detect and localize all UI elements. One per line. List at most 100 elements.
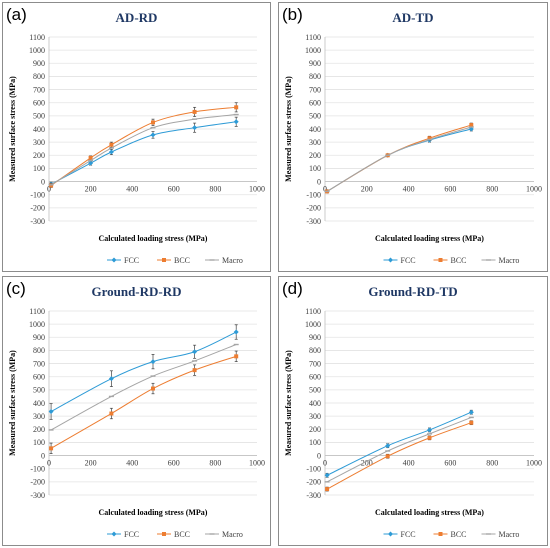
y-tick-label: 600 bbox=[309, 373, 321, 382]
y-tick-label: 0 bbox=[317, 177, 321, 186]
x-tick-label: 800 bbox=[486, 185, 498, 194]
y-tick-label: 800 bbox=[309, 72, 321, 81]
y-tick-label: 900 bbox=[33, 59, 45, 68]
legend-label-BCC: BCC bbox=[174, 256, 190, 265]
y-tick-label: -200 bbox=[306, 478, 321, 487]
legend-label-FCC: FCC bbox=[124, 530, 139, 539]
data-point-BCC bbox=[88, 155, 93, 160]
chart-title: Ground-RD-RD bbox=[91, 284, 182, 299]
y-tick-label: 1000 bbox=[305, 46, 321, 55]
y-tick-label: 900 bbox=[33, 333, 45, 342]
y-tick-label: 400 bbox=[33, 399, 45, 408]
y-tick-label: 500 bbox=[309, 386, 321, 395]
data-point-FCC bbox=[111, 531, 117, 537]
x-tick-label: 800 bbox=[209, 185, 221, 194]
chart-svg-b: -300-200-1000100200300400500600700800900… bbox=[284, 33, 542, 265]
x-tick-label: 0 bbox=[323, 459, 327, 468]
legend-label-FCC: FCC bbox=[401, 530, 416, 539]
x-axis-label: Calculated loading stress (MPa) bbox=[375, 508, 484, 517]
y-tick-label: 300 bbox=[33, 412, 45, 421]
data-point-BCC bbox=[234, 354, 239, 359]
data-point-BCC bbox=[325, 487, 330, 492]
data-point-BCC bbox=[438, 532, 443, 536]
data-point-BCC bbox=[427, 136, 432, 141]
x-tick-label: 1000 bbox=[249, 459, 265, 468]
chart-panel-a: -300 -200 -100 0 100 200 300 400 500 600 700 800 900… bbox=[2, 2, 271, 272]
x-tick-label: 600 bbox=[168, 185, 180, 194]
panel-label: (b) bbox=[282, 5, 303, 24]
y-tick-label: 500 bbox=[33, 386, 45, 395]
y-tick-label: 1100 bbox=[305, 33, 321, 42]
legend-label-BCC: BCC bbox=[174, 530, 190, 539]
y-tick-label: 300 bbox=[309, 412, 321, 421]
x-tick-label: 400 bbox=[126, 185, 138, 194]
y-tick-label: 1100 bbox=[29, 33, 45, 42]
series-line-FCC bbox=[50, 121, 237, 185]
data-point-FCC bbox=[468, 126, 474, 132]
y-tick-label: 400 bbox=[33, 125, 45, 134]
y-tick-label: 1000 bbox=[29, 320, 45, 329]
data-point-FCC bbox=[111, 257, 117, 263]
chart-svg-d: -300-200-1000100200300400500600700800900… bbox=[284, 307, 542, 539]
y-tick-label: 900 bbox=[309, 59, 321, 68]
data-point-FCC bbox=[150, 132, 156, 138]
y-tick-label: -300 bbox=[30, 217, 45, 226]
x-tick-label: 800 bbox=[209, 459, 221, 468]
legend-label-Macro: Macro bbox=[222, 530, 243, 539]
x-tick-label: 1000 bbox=[249, 185, 265, 194]
data-point-BCC bbox=[162, 258, 166, 262]
data-point-FCC bbox=[192, 349, 198, 355]
y-axis-label: Measured surface stress (MPa) bbox=[284, 350, 293, 456]
series-line-BCC bbox=[50, 106, 237, 186]
series-line-Macro bbox=[326, 416, 472, 483]
data-point-BCC bbox=[109, 142, 114, 147]
data-point-FCC bbox=[388, 257, 393, 263]
data-point-FCC bbox=[108, 149, 114, 155]
x-tick-label: 200 bbox=[85, 185, 97, 194]
y-tick-label: 200 bbox=[309, 151, 321, 160]
y-tick-label: 700 bbox=[309, 85, 321, 94]
data-point-FCC bbox=[427, 427, 432, 433]
data-point-BCC bbox=[385, 454, 390, 459]
data-point-BCC bbox=[192, 368, 197, 373]
data-point-BCC bbox=[151, 386, 155, 391]
series-line-BCC bbox=[50, 355, 237, 449]
data-point-BCC bbox=[162, 532, 166, 536]
y-axis-label: Measured surface stress (MPa) bbox=[8, 76, 17, 182]
data-point-FCC bbox=[88, 160, 94, 166]
series-line-FCC bbox=[50, 331, 237, 412]
y-tick-label: 1100 bbox=[305, 307, 321, 316]
y-tick-label: -100 bbox=[30, 465, 45, 474]
x-axis-label: Calculated loading stress (MPa) bbox=[375, 234, 484, 243]
data-point-BCC bbox=[469, 123, 474, 128]
legend-label-Macro: Macro bbox=[222, 256, 243, 265]
x-axis-label: Calculated loading stress (MPa) bbox=[99, 508, 208, 517]
series-line-FCC bbox=[326, 411, 472, 476]
legend-label-Macro: Macro bbox=[499, 256, 520, 265]
x-tick-label: 1000 bbox=[526, 185, 542, 194]
y-tick-label: 600 bbox=[33, 373, 45, 382]
x-tick-label: 0 bbox=[47, 185, 51, 194]
x-tick-label: 200 bbox=[361, 185, 373, 194]
y-tick-label: -200 bbox=[306, 204, 321, 213]
y-tick-label: 600 bbox=[309, 99, 321, 108]
series-line-Macro bbox=[50, 344, 237, 431]
x-tick-label: 1000 bbox=[526, 459, 542, 468]
data-point-BCC bbox=[151, 120, 155, 125]
data-point-FCC bbox=[233, 119, 239, 125]
series-line-BCC bbox=[326, 422, 472, 490]
y-tick-label: 1000 bbox=[305, 320, 321, 329]
data-point-BCC bbox=[427, 435, 432, 440]
data-point-FCC bbox=[108, 376, 114, 382]
y-tick-label: 700 bbox=[33, 359, 45, 368]
data-point-FCC bbox=[233, 329, 239, 335]
y-tick-label: 100 bbox=[33, 438, 45, 447]
y-tick-label: 900 bbox=[309, 333, 321, 342]
y-tick-label: 800 bbox=[33, 72, 45, 81]
y-tick-label: 800 bbox=[309, 346, 321, 355]
y-tick-label: 0 bbox=[41, 177, 45, 186]
legend-label-FCC: FCC bbox=[401, 256, 416, 265]
chart-panel-c: -300 -200 -100 0 100 200 300 400 500 600 700 800 900… bbox=[2, 276, 271, 546]
y-tick-label: 500 bbox=[33, 112, 45, 121]
data-point-FCC bbox=[192, 125, 198, 131]
